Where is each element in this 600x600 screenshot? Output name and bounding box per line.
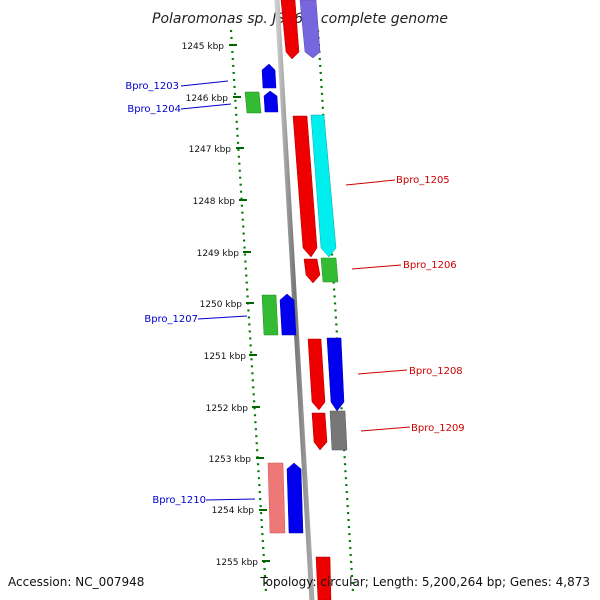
gene-bpro-1208-red[interactable]	[307, 338, 326, 411]
map-title: Polaromonas sp. JS666, complete genome	[152, 11, 448, 27]
tick-label: 1254 kbp	[212, 506, 255, 516]
connector-bpro-1203	[180, 80, 229, 87]
label-connectors	[180, 80, 411, 501]
tick-label: 1246 kbp	[186, 94, 229, 104]
gene-bpro-1204-green[interactable]	[244, 91, 262, 114]
gene-bpro-1209-red[interactable]	[311, 412, 328, 451]
connector-bpro-1205	[345, 179, 396, 186]
gene-labels: Bpro_1203 Bpro_1204 Bpro_1205 Bpro_1206 …	[125, 81, 464, 506]
genes-reverse-strand	[244, 63, 304, 534]
gene-bpro-1205-cyan[interactable]	[310, 114, 337, 258]
topology-text: Topology: circular; Length: 5,200,264 bp…	[260, 575, 590, 589]
connector-bpro-1207	[197, 315, 248, 320]
gene-bpro-1206-green[interactable]	[320, 257, 339, 283]
connector-bpro-1209	[360, 426, 411, 432]
gene-label-bpro-1207[interactable]: Bpro_1207	[144, 314, 198, 325]
gene-label-bpro-1209[interactable]: Bpro_1209	[411, 423, 465, 434]
connector-bpro-1204	[180, 103, 232, 110]
gene-label-bpro-1208[interactable]: Bpro_1208	[409, 366, 463, 377]
gene-bpro-1210-pink[interactable]	[267, 462, 286, 534]
tick-label: 1252 kbp	[206, 404, 249, 414]
tick-label: 1253 kbp	[209, 455, 252, 465]
gene-bpro-1209-gray[interactable]	[329, 410, 348, 451]
gene-bpro-1208-blue[interactable]	[326, 337, 345, 412]
tick-label: 1247 kbp	[189, 145, 232, 155]
gene-feature-red-bottom[interactable]	[315, 556, 332, 600]
genome-backbone-line	[274, 0, 315, 600]
accession-text: Accession: NC_007948	[8, 575, 145, 589]
gene-label-bpro-1210[interactable]: Bpro_1210	[152, 495, 206, 506]
genes-forward-strand	[280, 0, 348, 600]
tick-label: 1255 kbp	[216, 558, 259, 568]
tick-marks	[229, 44, 270, 562]
gene-bpro-1207-green[interactable]	[261, 294, 279, 336]
gene-feature-purple[interactable]	[299, 0, 321, 59]
tick-label: 1251 kbp	[204, 352, 247, 362]
connector-bpro-1206	[351, 264, 402, 270]
connector-bpro-1210	[205, 498, 256, 501]
gene-bpro-1207-blue[interactable]	[279, 293, 297, 336]
right-inner-dotted-boundary	[316, 29, 355, 593]
gene-bpro-1203-blue[interactable]	[261, 63, 277, 89]
gene-label-bpro-1205[interactable]: Bpro_1205	[396, 175, 450, 186]
gene-bpro-1204-blue[interactable]	[263, 90, 279, 113]
left-inner-dotted-boundary	[229, 29, 268, 593]
tick-labels: 1245 kbp 1246 kbp 1247 kbp 1248 kbp 1249…	[182, 42, 259, 568]
tick-label: 1245 kbp	[182, 42, 225, 52]
tick-label: 1250 kbp	[200, 300, 243, 310]
gene-label-bpro-1204[interactable]: Bpro_1204	[127, 104, 181, 115]
gene-label-bpro-1206[interactable]: Bpro_1206	[403, 260, 457, 271]
gene-bpro-1206-red[interactable]	[303, 258, 321, 284]
gene-bpro-1205-red[interactable]	[292, 115, 318, 258]
gene-feature-red[interactable]	[280, 0, 300, 60]
gene-bpro-1210-blue[interactable]	[286, 462, 304, 534]
tick-label: 1248 kbp	[193, 197, 236, 207]
connector-bpro-1208	[357, 369, 408, 375]
tick-label: 1249 kbp	[197, 249, 240, 259]
gene-label-bpro-1203[interactable]: Bpro_1203	[125, 81, 179, 92]
